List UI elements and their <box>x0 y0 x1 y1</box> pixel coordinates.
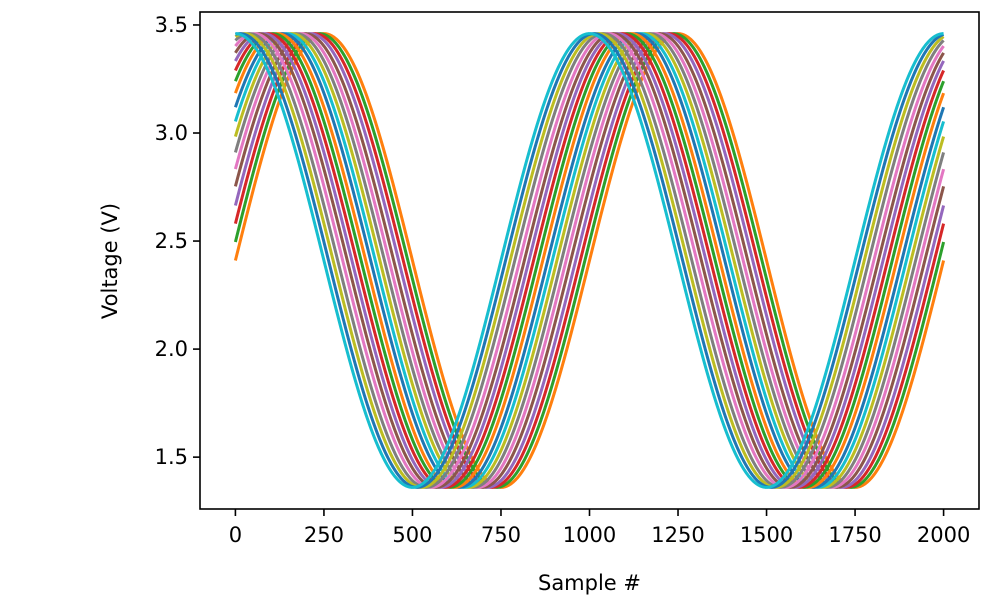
y-tick-label: 3.5 <box>155 13 188 37</box>
y-axis-label: Voltage (V) <box>98 203 122 319</box>
series-line-8 <box>233 32 946 489</box>
y-axis: 1.5 2.0 2.5 3.0 3.5 <box>155 13 200 469</box>
y-tick-label: 2.0 <box>155 337 188 361</box>
x-axis-label: Sample # <box>538 571 641 595</box>
y-tick-label: 1.5 <box>155 445 188 469</box>
series-line-12 <box>234 32 945 489</box>
x-tick-label: 1000 <box>563 523 616 547</box>
y-tick-label: 3.0 <box>155 121 188 145</box>
series-line-20 <box>235 32 944 489</box>
y-tick-label: 2.5 <box>155 229 188 253</box>
series-line-11 <box>234 32 945 489</box>
x-tick-label: 250 <box>304 523 344 547</box>
series-layer <box>233 32 946 489</box>
series-line-16 <box>234 32 945 489</box>
x-tick-label: 0 <box>229 523 242 547</box>
series-line-15 <box>234 32 945 489</box>
series-line-14 <box>234 32 945 489</box>
series-line-17 <box>234 32 945 489</box>
x-tick-label: 1250 <box>651 523 704 547</box>
series-line-10 <box>233 32 946 489</box>
x-tick-label: 1750 <box>828 523 881 547</box>
x-tick-label: 500 <box>392 523 432 547</box>
series-line-9 <box>233 32 946 489</box>
series-line-13 <box>234 32 945 489</box>
series-line-18 <box>234 32 945 489</box>
x-tick-label: 750 <box>481 523 521 547</box>
x-tick-label: 2000 <box>917 523 970 547</box>
x-axis: 0 250 500 750 1000 1250 1500 1750 2000 <box>229 509 970 547</box>
x-tick-label: 1500 <box>740 523 793 547</box>
